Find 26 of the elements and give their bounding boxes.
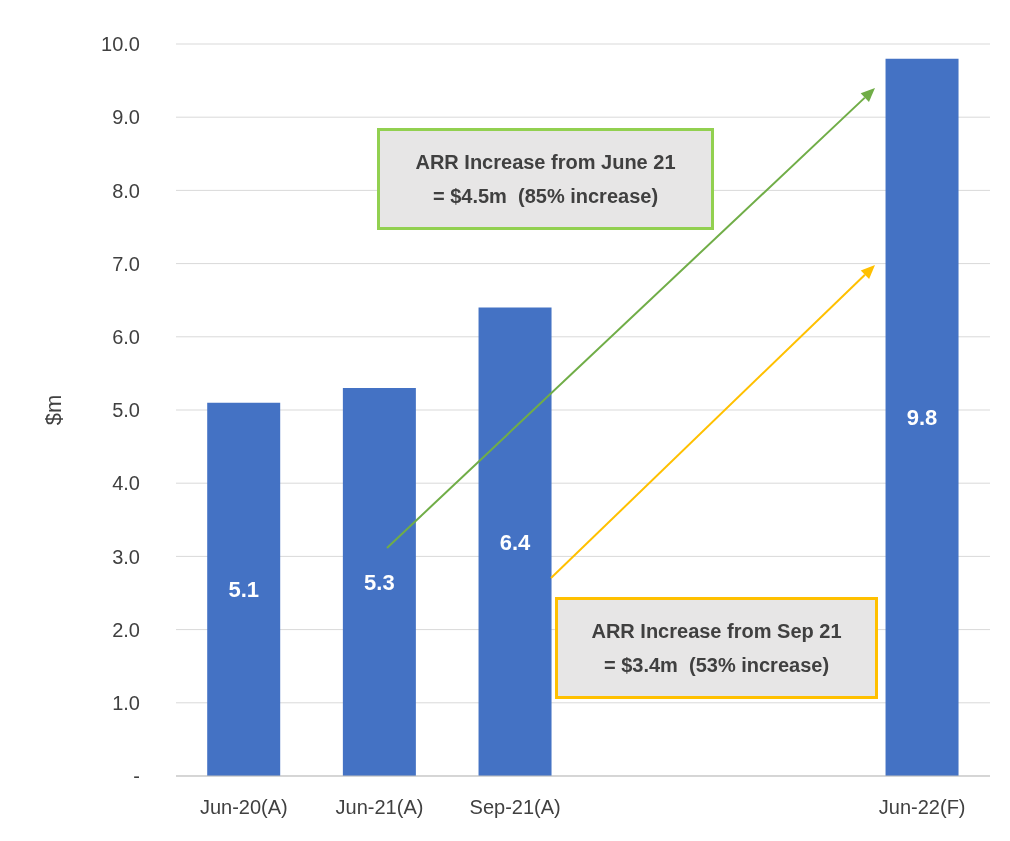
x-tick-label: Jun-21(A) [335,796,424,819]
x-tick-label: Sep-21(A) [469,796,561,819]
x-tick-label: Jun-20(A) [199,796,288,819]
y-tick-label: 1.0 [112,691,140,714]
y-tick-label: - [133,765,140,788]
bar [207,402,281,776]
y-axis-title: $m [40,394,66,426]
y-tick-label: 10.0 [101,33,140,56]
bar [885,58,959,776]
callout-box: ARR Increase from June 21 = $4.5m (85% increase) [377,128,714,230]
y-tick-label: 9.0 [112,106,140,129]
y-tick-label: 8.0 [112,179,140,202]
y-tick-label: 4.0 [112,472,140,495]
y-tick-label: 5.0 [112,399,140,422]
y-tick-label: 2.0 [112,618,140,641]
bar [478,307,552,776]
data-label: 6.4 [499,529,532,555]
data-label: 5.3 [364,569,395,595]
y-tick-label: 6.0 [112,325,140,348]
data-label: 5.1 [228,577,259,603]
y-tick-label: 3.0 [112,545,140,568]
y-tick-label: 7.0 [112,252,140,275]
bar [342,388,416,776]
data-label: 9.8 [906,405,938,431]
x-tick-label: Jun-22(F) [878,796,966,819]
callout-box: ARR Increase from Sep 21 = $3.4m (53% increase) [555,597,878,699]
